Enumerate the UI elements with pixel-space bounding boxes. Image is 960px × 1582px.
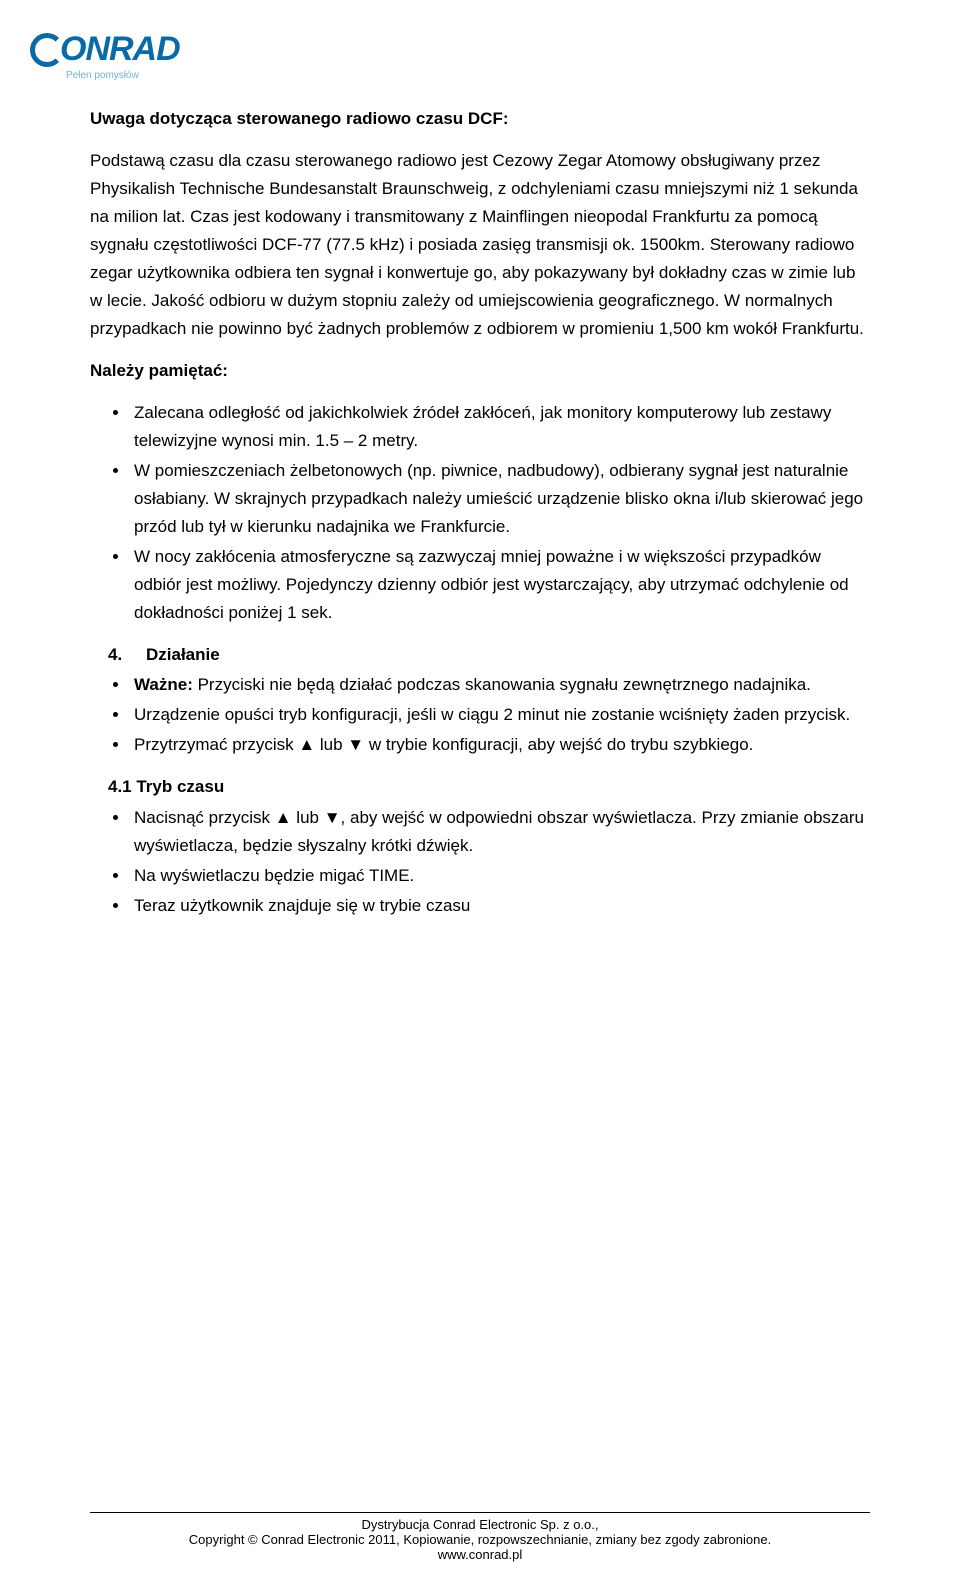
list-item: Na wyświetlaczu będzie migać TIME. xyxy=(130,862,870,890)
list-item: W pomieszczeniach żelbetonowych (np. piw… xyxy=(130,457,870,541)
footer-line-3: www.conrad.pl xyxy=(0,1547,960,1562)
list-item-text: Przyciski nie będą działać podczas skano… xyxy=(193,675,811,694)
brand-logo: ONRAD Pełen pomysłów xyxy=(30,30,870,81)
footer-divider xyxy=(90,1512,870,1513)
section-heading: Uwaga dotycząca sterowanego radiowo czas… xyxy=(90,105,870,133)
logo-wordmark: ONRAD xyxy=(30,30,180,69)
logo-tagline: Pełen pomysłów xyxy=(66,70,870,81)
list-item: Ważne: Przyciski nie będą działać podcza… xyxy=(130,671,870,699)
page-footer: Dystrybucja Conrad Electronic Sp. z o.o.… xyxy=(0,1512,960,1562)
important-prefix: Ważne: xyxy=(134,675,193,694)
list-item: W nocy zakłócenia atmosferyczne są zazwy… xyxy=(130,543,870,627)
logo-c-icon xyxy=(30,33,64,67)
remember-title-text: Należy pamiętać: xyxy=(90,361,228,380)
list-item: Teraz użytkownik znajduje się w trybie c… xyxy=(130,892,870,920)
logo-brand-text: ONRAD xyxy=(60,30,180,69)
footer-line-1: Dystrybucja Conrad Electronic Sp. z o.o.… xyxy=(0,1517,960,1532)
paragraph-intro: Podstawą czasu dla czasu sterowanego rad… xyxy=(90,147,870,343)
list-item: Nacisnąć przycisk ▲ lub ▼, aby wejść w o… xyxy=(130,804,870,860)
document-body: Uwaga dotycząca sterowanego radiowo czas… xyxy=(90,105,870,920)
footer-line-2: Copyright © Conrad Electronic 2011, Kopi… xyxy=(0,1532,960,1547)
list-item: Przytrzymać przycisk ▲ lub ▼ w trybie ko… xyxy=(130,731,870,759)
remember-list: Zalecana odległość od jakichkolwiek źród… xyxy=(90,399,870,627)
section-4-1-list: Nacisnąć przycisk ▲ lub ▼, aby wejść w o… xyxy=(90,804,870,920)
section-4-list: Ważne: Przyciski nie będą działać podcza… xyxy=(90,671,870,759)
section-4-1-heading: 4.1 Tryb czasu xyxy=(90,773,870,801)
section-title: Działanie xyxy=(146,641,220,669)
section-number: 4. xyxy=(108,641,128,669)
list-item: Urządzenie opuści tryb konfiguracji, jeś… xyxy=(130,701,870,729)
remember-heading: Należy pamiętać: xyxy=(90,357,870,385)
document-page: ONRAD Pełen pomysłów Uwaga dotycząca ste… xyxy=(0,0,960,1582)
heading-text: Uwaga dotycząca sterowanego radiowo czas… xyxy=(90,109,508,128)
section-4-heading: 4. Działanie xyxy=(90,641,870,669)
list-item: Zalecana odległość od jakichkolwiek źród… xyxy=(130,399,870,455)
